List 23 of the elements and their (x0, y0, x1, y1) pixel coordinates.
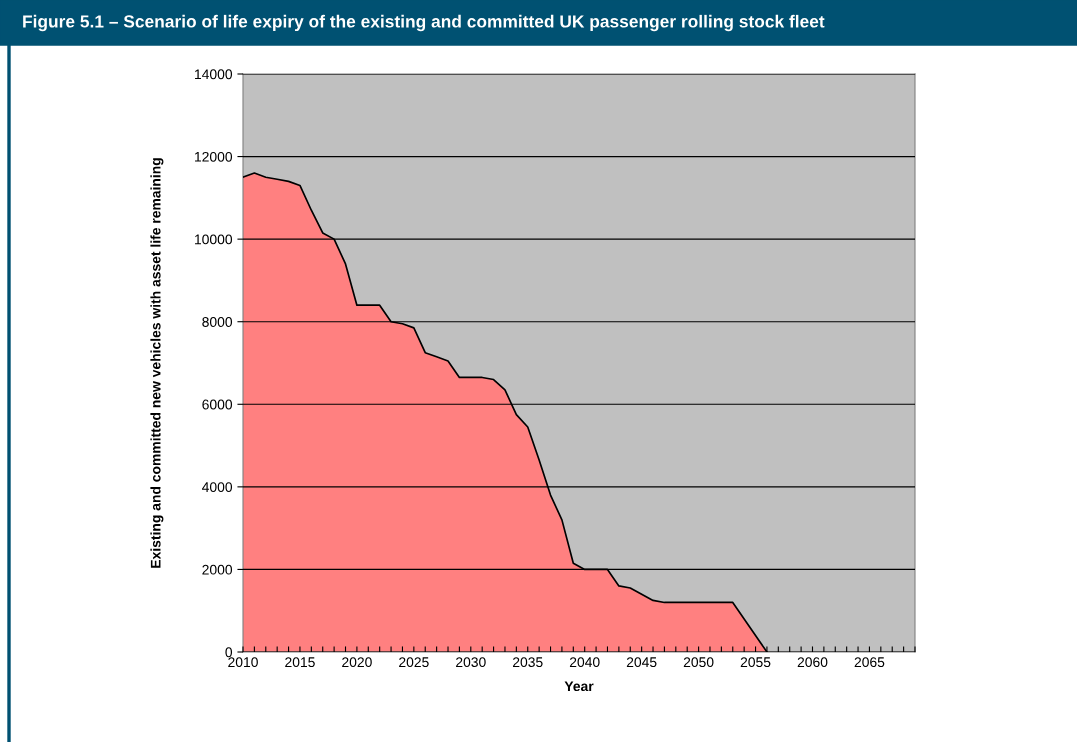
x-tick-label: 2025 (399, 657, 429, 668)
x-tick-label: 2060 (797, 657, 828, 668)
x-tick-label: 2015 (285, 657, 315, 668)
y-tick-label: 14000 (195, 69, 233, 80)
y-tick-label: 4000 (202, 482, 233, 493)
x-tick-label: 2010 (228, 657, 258, 668)
x-tick-label: 2045 (626, 657, 657, 668)
y-tick-label: 6000 (202, 399, 233, 410)
y-tick-label: 0 (225, 647, 233, 658)
y-tick-label: 8000 (202, 317, 233, 327)
x-axis-title: Year (564, 681, 594, 692)
y-tick-label: 10000 (195, 234, 233, 245)
y-tick-label: 2000 (202, 564, 233, 575)
y-axis-title: Existing and committed new vehicles with asset life remaining (150, 158, 164, 568)
x-tick-label: 2040 (569, 657, 600, 668)
chart-title: Figure 5.1 – Scenario of life expiry of the existing and committed UK passenger rolling stock fleet (23, 14, 825, 32)
x-tick-label: 2030 (456, 657, 486, 668)
x-tick-label: 2055 (740, 657, 771, 668)
x-tick-label: 2050 (683, 657, 714, 668)
y-tick-label: 12000 (195, 151, 233, 162)
x-tick-label: 2035 (513, 657, 543, 668)
x-tick-label: 2065 (854, 657, 885, 668)
x-tick-label: 2020 (342, 657, 372, 668)
